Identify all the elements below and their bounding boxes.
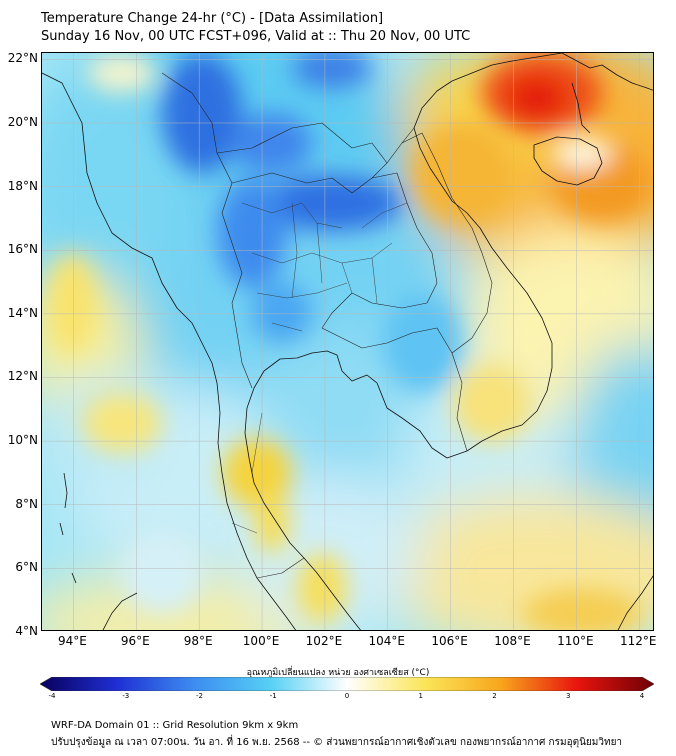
map-title: Temperature Change 24-hr (°C) - [Data As… [41,11,384,26]
colorbar-ramp [40,677,654,691]
lon-tick-label: 106°E [431,634,468,648]
field-large-scale [42,53,653,630]
lon-tick-label: 100°E [242,634,280,648]
colorbar-tick-label: 4 [639,692,645,700]
province-lines [231,202,408,534]
admin-borders [161,72,493,579]
border-myanmar-thailand [216,152,253,389]
coastline-vietnam [413,53,563,452]
border-thailand-laos [231,172,438,329]
lon-tick-label: 108°E [494,634,531,648]
colorbar-tick-label: -3 [122,692,130,700]
lat-tick-label: 12°N [7,369,38,384]
coastline-hainan [533,136,603,186]
colorbar-tick-label: 3 [566,692,571,700]
coastline-borneo [617,575,653,630]
lat-tick-label: 16°N [7,242,38,257]
colorbar-tick-label: 0 [344,692,350,700]
map-canvas [42,53,653,630]
border-thailand-malaysia [256,557,305,579]
map-subtitle: Sunday 16 Nov, 00 UTC FCST+096, Valid at… [41,29,471,44]
coastline-andaman [59,472,77,584]
coastline-leizhou [571,82,591,134]
lat-tick-label: 8°N [15,496,38,511]
lon-tick-label: 98°E [183,634,213,648]
colorbar-title: อุณหภูมิเปลี่ยนแปลง หน่วย องศาเซลเซียส (… [246,668,430,678]
lat-tick-label: 10°N [7,433,38,448]
graticule [42,53,653,630]
border-china [161,72,415,164]
border-laos-vietnam [371,132,493,354]
lon-tick-label: 104°E [368,634,406,648]
lon-tick-label: 112°E [620,634,657,648]
colorbar-tick-label: -1 [269,692,277,700]
lat-tick-label: 6°N [15,560,38,575]
colorbar [40,677,654,691]
colorbar-tick-label: 2 [492,692,497,700]
lat-tick-label: 18°N [7,178,38,193]
colorbar-tick-label: -2 [196,692,203,700]
model-info: WRF-DA Domain 01 :: Grid Resolution 9km … [51,720,299,731]
lon-tick-label: 96°E [120,634,150,648]
colorbar-tick-label: 1 [418,692,423,700]
lat-tick-label: 22°N [7,51,38,66]
coastline-sumatra [102,592,138,630]
coastline-south-china [561,53,653,91]
lat-tick-label: 4°N [15,624,38,638]
lon-tick-label: 94°E [57,634,87,648]
coastlines [42,53,653,630]
lon-tick-label: 110°E [557,634,594,648]
lon-tick-label: 102°E [305,634,343,648]
credit-line: ปรับปรุงข้อมูล ณ เวลา 07:00น. วัน อา. ที… [51,737,623,748]
coastline-gulf-thailand [244,350,468,630]
colorbar-tick-label: -4 [48,692,56,700]
coastline-west-mainland [42,72,297,630]
lat-tick-label: 20°N [7,114,38,129]
lat-tick-label: 14°N [7,305,38,320]
border-cambodia [321,327,468,452]
temperature-change-map [41,52,654,631]
